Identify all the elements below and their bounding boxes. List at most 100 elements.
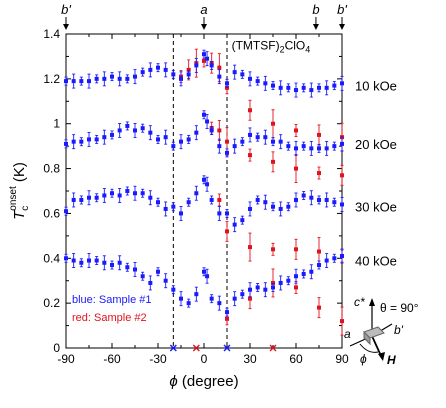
data-point (217, 211, 222, 216)
data-point (79, 260, 84, 265)
data-point (125, 123, 130, 128)
data-point (140, 70, 145, 75)
data-point (301, 271, 306, 276)
data-point (294, 146, 298, 151)
data-point (87, 258, 91, 263)
data-point (263, 200, 268, 205)
data-point (278, 280, 283, 285)
data-point (94, 137, 99, 142)
legend-red: red: Sample #2 (72, 312, 147, 324)
data-point (294, 285, 298, 290)
data-point (340, 141, 344, 146)
data-point (248, 76, 252, 81)
data-point (110, 132, 114, 137)
data-point (255, 285, 260, 290)
data-point (248, 287, 252, 292)
data-point (71, 79, 76, 84)
data-point (301, 193, 306, 198)
y-tick-label: 0 (53, 341, 60, 355)
top-axis-arrow-head (339, 24, 345, 30)
data-point (133, 267, 137, 272)
data-point (87, 137, 91, 142)
data-point (340, 81, 344, 86)
data-point (217, 65, 222, 70)
data-point (225, 229, 229, 234)
data-point (87, 195, 91, 200)
data-point (317, 305, 321, 310)
data-point (186, 301, 191, 306)
data-point (255, 79, 260, 84)
data-point (225, 316, 229, 321)
data-point (248, 132, 252, 137)
data-point (225, 81, 229, 86)
data-point (186, 200, 191, 205)
data-point (117, 260, 122, 265)
crystal-side (363, 330, 371, 346)
y-tick-label: 0.6 (43, 206, 60, 220)
data-point (163, 278, 168, 283)
data-point (217, 197, 222, 202)
data-point (225, 139, 229, 144)
data-point (240, 139, 245, 144)
data-point (117, 76, 122, 81)
data-point (271, 285, 275, 290)
data-point (317, 171, 321, 176)
data-point (71, 139, 76, 144)
data-point (94, 76, 99, 81)
data-point (102, 135, 107, 140)
data-point (324, 197, 329, 202)
data-point (140, 191, 145, 196)
data-point (271, 139, 275, 144)
data-point (179, 139, 183, 144)
data-point (79, 79, 84, 84)
data-point (271, 159, 275, 164)
data-point (140, 126, 145, 131)
data-point (148, 67, 153, 72)
data-point (94, 258, 99, 263)
data-point (110, 263, 114, 268)
data-point (225, 310, 229, 315)
top-axis-label: b' (61, 2, 71, 17)
data-point (271, 280, 275, 285)
top-axis-label: b (312, 2, 319, 17)
data-point (79, 197, 84, 202)
data-point (156, 269, 160, 274)
field-label: 40 kOe (355, 254, 397, 269)
data-point (156, 200, 160, 205)
x-tick-label: 60 (289, 352, 303, 366)
data-point (163, 206, 168, 211)
x-tick-label: -60 (103, 352, 121, 366)
data-point (309, 269, 314, 274)
data-point (324, 85, 329, 90)
data-point (340, 173, 344, 178)
y-tick-label: 0.8 (43, 162, 60, 176)
data-point (117, 128, 122, 133)
data-point (64, 209, 68, 214)
data-point (286, 204, 291, 209)
data-point (294, 197, 298, 202)
data-point (317, 85, 321, 90)
data-point (271, 247, 275, 252)
top-axis-arrow-head (201, 24, 207, 30)
c-arrow (369, 298, 375, 306)
x-tick-label: 90 (335, 352, 349, 366)
x-axis-label: ϕ (degree) (169, 373, 238, 390)
data-point (186, 67, 191, 72)
data-point (301, 85, 306, 90)
data-points (64, 48, 344, 352)
data-point (209, 296, 214, 301)
data-point (202, 112, 206, 117)
data-point (179, 296, 183, 301)
data-point (217, 128, 222, 133)
data-point (286, 144, 291, 149)
data-point (64, 79, 68, 84)
data-point (294, 88, 298, 93)
data-point (309, 195, 314, 200)
data-point (209, 128, 214, 133)
data-point (324, 146, 329, 151)
x-tick-label: -30 (149, 352, 167, 366)
data-point (125, 265, 130, 270)
data-point (263, 135, 268, 140)
data-point (225, 211, 229, 216)
